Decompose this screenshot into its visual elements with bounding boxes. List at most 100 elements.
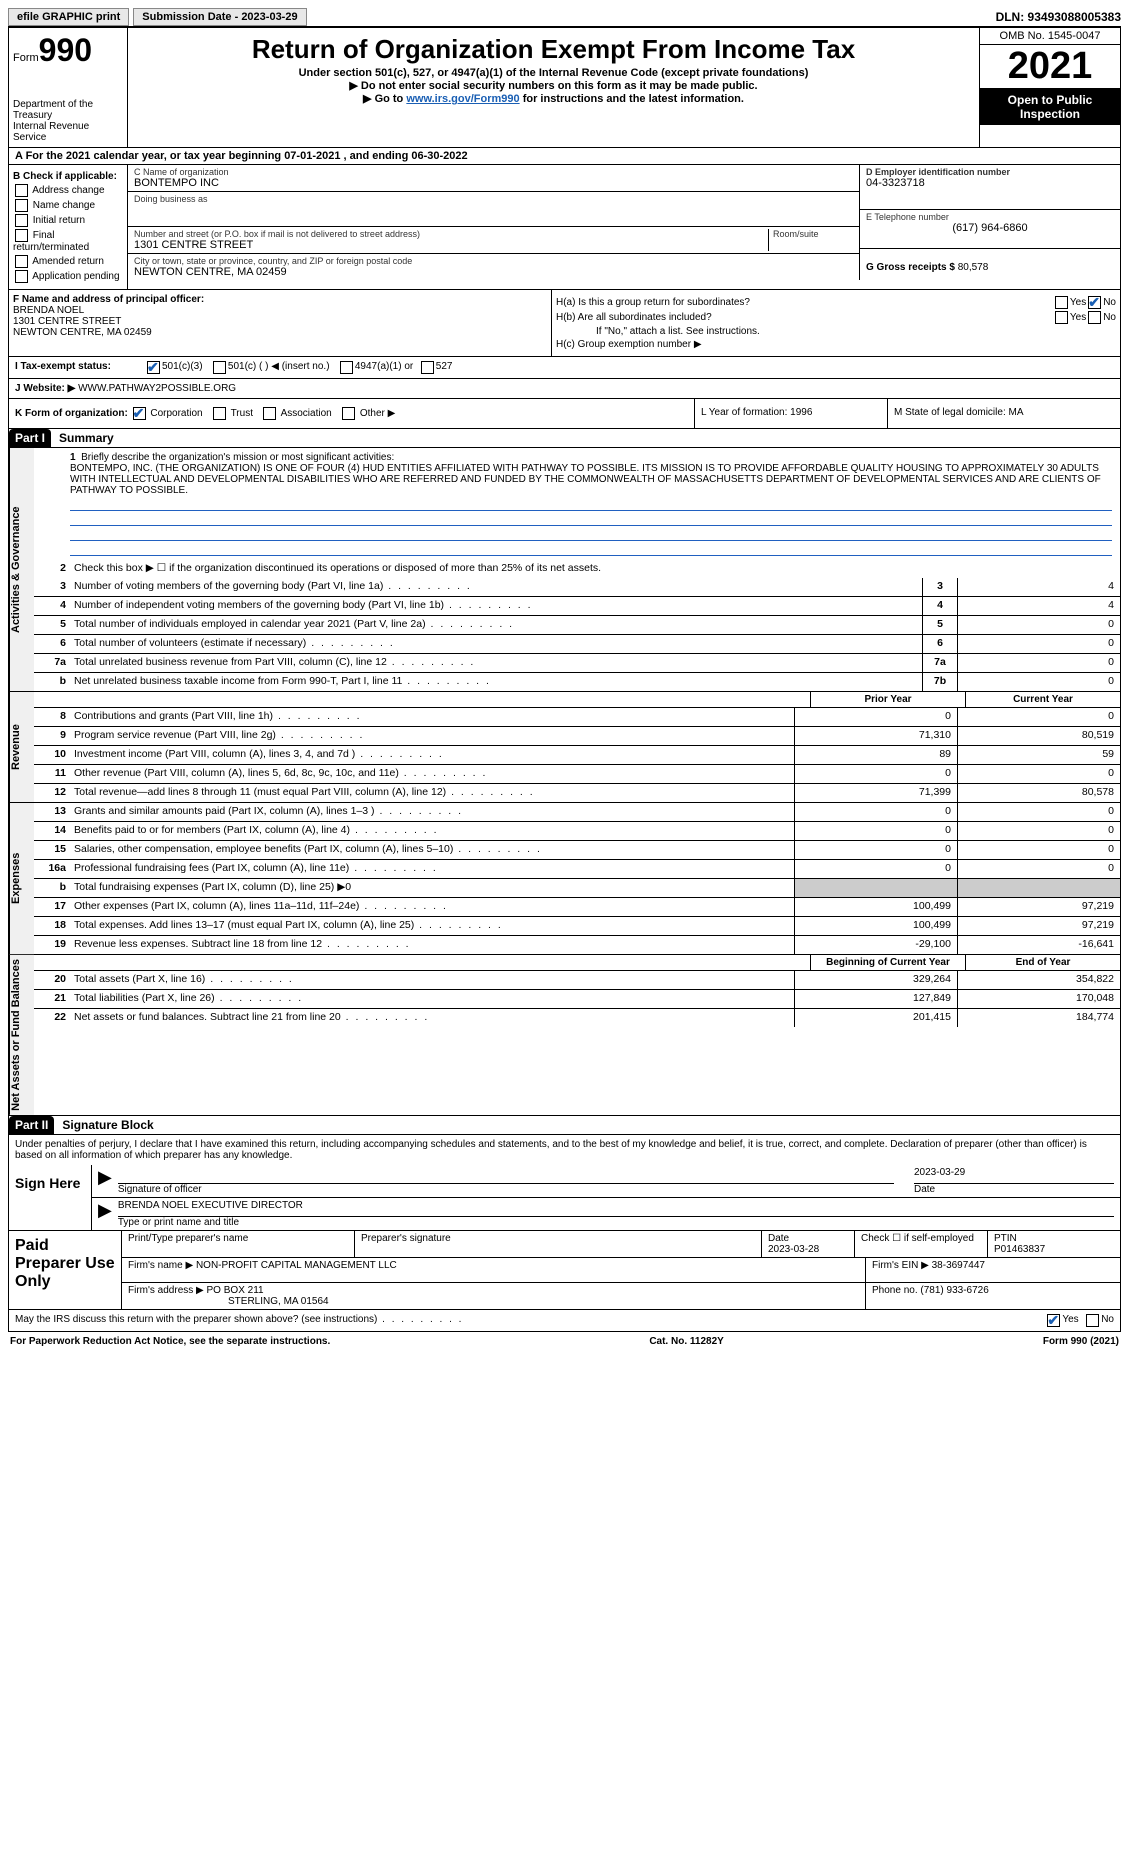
yes-lbl: Yes	[1062, 1314, 1078, 1327]
summary-line: 13Grants and similar amounts paid (Part …	[34, 803, 1120, 822]
signature-block: Under penalties of perjury, I declare th…	[8, 1135, 1121, 1231]
irs-label: Internal Revenue Service	[13, 121, 123, 143]
line1-num: 1	[70, 452, 76, 463]
checkbox-icon[interactable]	[147, 361, 160, 374]
yes-lbl: Yes	[1070, 297, 1086, 308]
sig-date: 2023-03-29	[914, 1167, 1114, 1184]
may-irs-txt: May the IRS discuss this return with the…	[15, 1314, 1045, 1327]
checkbox-icon[interactable]	[1088, 311, 1101, 324]
col-h: H(a) Is this a group return for subordin…	[552, 290, 1120, 356]
officer-addr2: NEWTON CENTRE, MA 02459	[13, 327, 547, 338]
col-b: B Check if applicable: Address change Na…	[9, 165, 128, 289]
prep-sig-lbl: Preparer's signature	[355, 1231, 762, 1257]
cell-orgname: C Name of organization BONTEMPO INC	[128, 165, 859, 192]
cell-ein: D Employer identification number 04-3323…	[860, 165, 1120, 210]
checkbox-icon[interactable]	[342, 407, 355, 420]
type-name-lbl: Type or print name and title	[118, 1217, 1114, 1228]
no-lbl: No	[1101, 1314, 1114, 1327]
checkbox-icon[interactable]	[1047, 1314, 1060, 1327]
checkbox-icon[interactable]	[15, 214, 28, 227]
checkbox-icon[interactable]	[15, 229, 28, 242]
form-header: Form990 Department of the Treasury Inter…	[8, 28, 1121, 148]
ein: 04-3323718	[866, 177, 1114, 189]
checkbox-icon[interactable]	[340, 361, 353, 374]
summary-line: 6Total number of volunteers (estimate if…	[34, 635, 1120, 654]
part1-header: Part I Summary	[8, 429, 1121, 448]
checkbox-icon[interactable]	[15, 184, 28, 197]
chk-initial: Initial return	[13, 214, 123, 227]
cell-dba: Doing business as	[128, 192, 859, 227]
checkbox-icon[interactable]	[213, 361, 226, 374]
mission-lbl: Briefly describe the organization's miss…	[81, 452, 394, 463]
footer-mid: Cat. No. 11282Y	[649, 1336, 723, 1347]
open-public: Open to Public Inspection	[980, 89, 1120, 125]
irs-link[interactable]: www.irs.gov/Form990	[406, 93, 519, 105]
addr: 1301 CENTRE STREET	[134, 239, 764, 251]
row-i: I Tax-exempt status: 501(c)(3) 501(c) ( …	[8, 357, 1121, 379]
cell-gross: G Gross receipts $ 80,578	[860, 249, 1120, 280]
topbar: efile GRAPHIC print Submission Date - 20…	[8, 8, 1121, 28]
gross-lbl: G Gross receipts $	[866, 262, 955, 273]
hb-note: If "No," attach a list. See instructions…	[556, 326, 1116, 337]
firm-addr-lbl: Firm's address ▶	[128, 1285, 204, 1296]
checkbox-icon[interactable]	[1055, 311, 1068, 324]
col-cd: C Name of organization BONTEMPO INC Doin…	[128, 165, 1120, 289]
row-j: J Website: ▶ WWW.PATHWAY2POSSIBLE.ORG	[8, 379, 1121, 399]
form-number: 990	[39, 32, 92, 68]
sig-name-title: BRENDA NOEL EXECUTIVE DIRECTOR	[118, 1200, 1114, 1217]
opt-assoc: Association	[281, 408, 332, 419]
checkbox-icon[interactable]	[1088, 296, 1101, 309]
orgname-lbl: C Name of organization	[134, 167, 853, 177]
section-fh: F Name and address of principal officer:…	[8, 290, 1121, 357]
checkbox-icon[interactable]	[15, 199, 28, 212]
checkbox-icon[interactable]	[213, 407, 226, 420]
sig-declaration: Under penalties of perjury, I declare th…	[9, 1135, 1120, 1165]
summary-line: 8Contributions and grants (Part VIII, li…	[34, 708, 1120, 727]
header-mid: Return of Organization Exempt From Incom…	[128, 28, 979, 147]
ptin-lbl: PTIN	[994, 1233, 1114, 1244]
firm-name-lbl: Firm's name ▶	[128, 1260, 193, 1271]
checkbox-icon[interactable]	[15, 270, 28, 283]
efile-btn[interactable]: efile GRAPHIC print	[8, 8, 129, 26]
summary-line: bTotal fundraising expenses (Part IX, co…	[34, 879, 1120, 898]
officer-lbl: F Name and address of principal officer:	[13, 294, 547, 305]
summary-line: 22Net assets or fund balances. Subtract …	[34, 1009, 1120, 1027]
prep-check: Check ☐ if self-employed	[855, 1231, 988, 1257]
checkbox-icon[interactable]	[133, 407, 146, 420]
no-lbl: No	[1103, 297, 1116, 308]
preparer-block: Paid Preparer Use Only Print/Type prepar…	[8, 1231, 1121, 1310]
checkbox-icon[interactable]	[1086, 1314, 1099, 1327]
mission-block: 1 Briefly describe the organization's mi…	[34, 448, 1120, 560]
summary-line: 7aTotal unrelated business revenue from …	[34, 654, 1120, 673]
checkbox-icon[interactable]	[1055, 296, 1068, 309]
goto-pre: ▶ Go to	[363, 93, 406, 105]
city: NEWTON CENTRE, MA 02459	[134, 266, 853, 278]
summary-line: 17Other expenses (Part IX, column (A), l…	[34, 898, 1120, 917]
goto-post: for instructions and the latest informat…	[520, 93, 744, 105]
summary-line: 16aProfessional fundraising fees (Part I…	[34, 860, 1120, 879]
mission-text: BONTEMPO, INC. (THE ORGANIZATION) IS ONE…	[70, 463, 1112, 496]
arrow-icon: ▶	[98, 1167, 112, 1195]
opt-trust: Trust	[231, 408, 253, 419]
submission-btn[interactable]: Submission Date - 2023-03-29	[133, 8, 306, 26]
firm-ein: 38-3697447	[932, 1260, 985, 1271]
row-k: K Form of organization: Corporation Trus…	[8, 399, 1121, 429]
prep-date: 2023-03-28	[768, 1244, 848, 1255]
chk-address: Address change	[13, 184, 123, 197]
checkbox-icon[interactable]	[15, 255, 28, 268]
chk-name: Name change	[13, 199, 123, 212]
opt-527: 527	[436, 361, 453, 374]
may-irs-row: May the IRS discuss this return with the…	[8, 1310, 1121, 1332]
hdr-boy: Beginning of Current Year	[810, 955, 965, 970]
hb-lbl: H(b) Are all subordinates included?	[556, 312, 1053, 323]
vtab-netassets: Net Assets or Fund Balances	[9, 955, 34, 1115]
chk-final: Final return/terminated	[13, 229, 123, 253]
omb-no: OMB No. 1545-0047	[980, 28, 1120, 45]
dba-lbl: Doing business as	[134, 194, 853, 204]
checkbox-icon[interactable]	[421, 361, 434, 374]
addr-lbl: Number and street (or P.O. box if mail i…	[134, 229, 764, 239]
col-f: F Name and address of principal officer:…	[9, 290, 552, 356]
checkbox-icon[interactable]	[263, 407, 276, 420]
summary-line: 3Number of voting members of the governi…	[34, 578, 1120, 597]
section-netassets: Net Assets or Fund Balances Beginning of…	[8, 955, 1121, 1116]
